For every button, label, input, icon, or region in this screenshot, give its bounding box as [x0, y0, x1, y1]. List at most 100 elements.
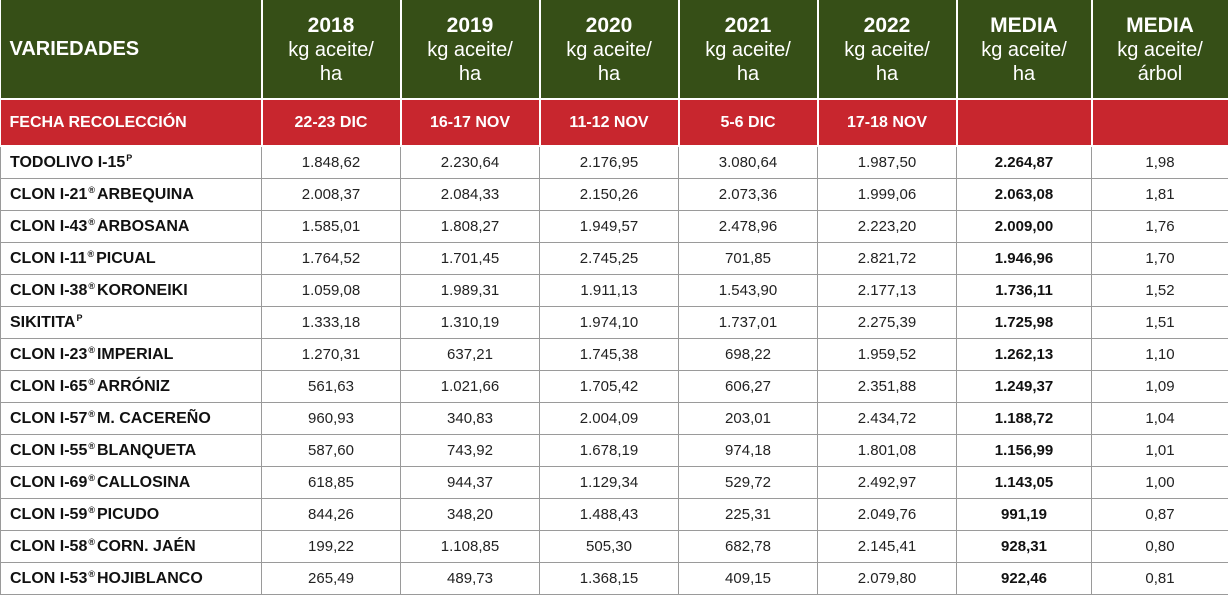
yield-cell: 2.176,95 [539, 145, 679, 179]
registered-mark: P [126, 153, 133, 163]
yield-cell: 489,73 [400, 562, 540, 595]
header-col-2018: 2018 kg aceite/ha [260, 0, 402, 99]
registered-mark: ® [88, 409, 95, 419]
yield-cell: 2.351,88 [817, 370, 957, 403]
yield-cell: 1.585,01 [261, 210, 401, 243]
yield-cell: 1.959,52 [817, 338, 957, 371]
yield-cell: 637,21 [400, 338, 540, 371]
variety-name: CLON I-55® BLANQUETA [0, 434, 262, 467]
variety-label: CLON I-65 [10, 378, 88, 395]
variety-label: CLON I-38 [10, 282, 88, 299]
media-ha-cell: 2.264,87 [956, 145, 1092, 179]
yield-cell: 2.084,33 [400, 178, 540, 211]
yield-cell: 265,49 [261, 562, 401, 595]
yield-cell: 2.230,64 [400, 145, 540, 179]
yield-cell: 2.049,76 [817, 498, 957, 531]
yield-cell: 1.678,19 [539, 434, 679, 467]
yield-cell: 561,63 [261, 370, 401, 403]
header-col-2022: 2022 kg aceite/ha [816, 0, 958, 99]
yield-cell: 1.848,62 [261, 145, 401, 179]
yield-cell: 2.150,26 [539, 178, 679, 211]
variety-suffix: KORONEIKI [96, 282, 188, 299]
fecha-date [1090, 98, 1228, 147]
variety-name: CLON I-11® PICUAL [0, 242, 262, 275]
yield-cell: 2.079,80 [817, 562, 957, 595]
registered-mark: ® [88, 505, 95, 515]
yield-cell: 2.008,37 [261, 178, 401, 211]
variety-name: CLON I-59® PICUDO [0, 498, 262, 531]
yield-cell: 682,78 [678, 530, 818, 563]
yield-cell: 1.310,19 [400, 306, 540, 339]
yield-cell: 1.021,66 [400, 370, 540, 403]
table-row: SIKITITAP 1.333,18 1.310,19 1.974,10 1.737,0… [0, 306, 1228, 339]
yield-cell: 1.999,06 [817, 178, 957, 211]
media-arbol-cell: 1,98 [1091, 145, 1228, 179]
fecha-date: 11-12 NOV [538, 98, 680, 147]
yield-cell: 529,72 [678, 466, 818, 499]
yield-cell: 1.705,42 [539, 370, 679, 403]
yield-cell: 1.764,52 [261, 242, 401, 275]
yield-cell: 2.492,97 [817, 466, 957, 499]
yield-cell: 1.911,13 [539, 274, 679, 307]
fecha-label: FECHA RECOLECCIÓN [0, 98, 263, 147]
media-ha-cell: 1.725,98 [956, 306, 1092, 339]
variety-suffix: BLANQUETA [96, 442, 197, 459]
media-ha-cell: 1.143,05 [956, 466, 1092, 499]
yield-cell: 1.737,01 [678, 306, 818, 339]
media-ha-cell: 1.736,11 [956, 274, 1092, 307]
fecha-date [955, 98, 1093, 147]
fecha-date: 17-18 NOV [816, 98, 958, 147]
yield-cell: 618,85 [261, 466, 401, 499]
media-ha-cell: 928,31 [956, 530, 1092, 563]
variety-name: CLON I-38® KORONEIKI [0, 274, 262, 307]
yield-cell: 1.974,10 [539, 306, 679, 339]
yield-cell: 2.004,09 [539, 402, 679, 435]
registered-mark: ® [88, 345, 95, 355]
header-col-2019: 2019 kg aceite/ha [399, 0, 541, 99]
registered-mark: ® [88, 441, 95, 451]
yield-cell: 1.333,18 [261, 306, 401, 339]
media-ha-cell: 1.249,37 [956, 370, 1092, 403]
yield-cell: 701,85 [678, 242, 818, 275]
yield-cell: 960,93 [261, 402, 401, 435]
yield-cell: 587,60 [261, 434, 401, 467]
registered-mark: ® [88, 537, 95, 547]
yield-cell: 1.949,57 [539, 210, 679, 243]
yield-cell: 2.275,39 [817, 306, 957, 339]
yield-cell: 505,30 [539, 530, 679, 563]
variety-name: CLON I-69® CALLOSINA [0, 466, 262, 499]
variety-suffix: PICUAL [96, 250, 156, 267]
table-row: CLON I-21® ARBEQUINA 2.008,37 2.084,33 2.150… [0, 178, 1228, 211]
media-ha-cell: 1.946,96 [956, 242, 1092, 275]
media-arbol-cell: 1,52 [1091, 274, 1228, 307]
media-arbol-cell: 0,87 [1091, 498, 1228, 531]
yield-cell: 340,83 [400, 402, 540, 435]
media-arbol-cell: 1,81 [1091, 178, 1228, 211]
yield-cell: 409,15 [678, 562, 818, 595]
header-col-2020: 2020 kg aceite/ha [538, 0, 680, 99]
variety-name: CLON I-43® ARBOSANA [0, 210, 262, 243]
registered-mark: ® [88, 569, 95, 579]
registered-mark: ® [88, 185, 95, 195]
media-ha-cell: 2.063,08 [956, 178, 1092, 211]
yield-cell: 199,22 [261, 530, 401, 563]
yield-cell: 2.177,13 [817, 274, 957, 307]
media-arbol-cell: 1,00 [1091, 466, 1228, 499]
variety-name: CLON I-23® IMPERIAL [0, 338, 262, 371]
yield-cell: 1.701,45 [400, 242, 540, 275]
media-arbol-cell: 0,81 [1091, 562, 1228, 595]
yield-cell: 698,22 [678, 338, 818, 371]
yield-cell: 1.801,08 [817, 434, 957, 467]
variety-label: CLON I-43 [10, 218, 88, 235]
header-col-media-ha: MEDIA kg aceite/ha [955, 0, 1093, 99]
table-row: CLON I-43® ARBOSANA 1.585,01 1.808,27 1.949,… [0, 210, 1228, 243]
yield-cell: 2.821,72 [817, 242, 957, 275]
table-row: CLON I-58® CORN. JAÉN 199,22 1.108,85 505,30… [0, 530, 1228, 563]
variety-name: CLON I-65® ARRÓNIZ [0, 370, 262, 403]
media-arbol-cell: 1,76 [1091, 210, 1228, 243]
yield-cell: 974,18 [678, 434, 818, 467]
media-arbol-cell: 1,70 [1091, 242, 1228, 275]
table-row: TODOLIVO I-15P 1.848,62 2.230,64 2.176,95 3.… [0, 145, 1228, 179]
yield-cell: 944,37 [400, 466, 540, 499]
media-ha-cell: 922,46 [956, 562, 1092, 595]
